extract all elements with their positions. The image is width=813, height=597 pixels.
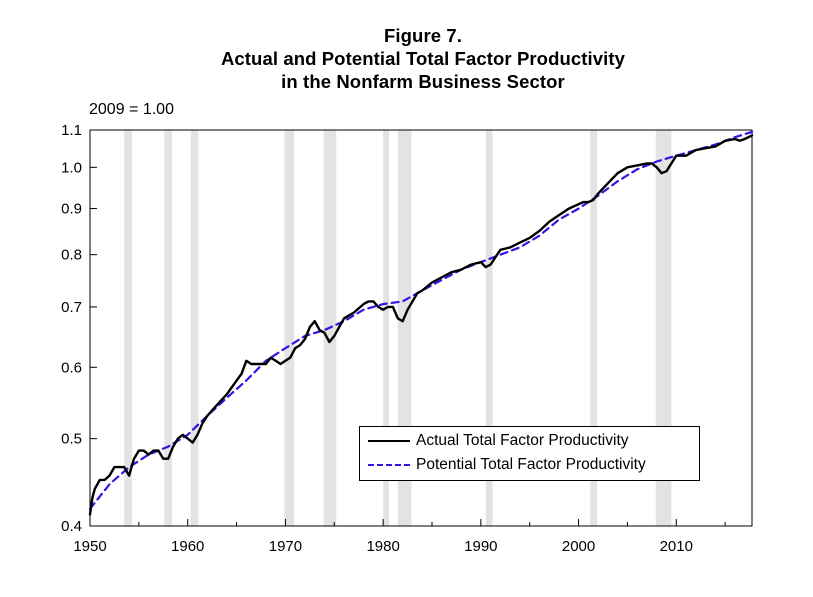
recession-band bbox=[590, 130, 598, 526]
legend-swatch-potential bbox=[368, 464, 410, 466]
y-tick-label: 0.9 bbox=[61, 201, 82, 218]
legend-swatch-actual bbox=[368, 440, 410, 442]
y-tick-label: 0.7 bbox=[61, 299, 82, 316]
recession-band bbox=[284, 130, 295, 526]
legend-label-actual: Actual Total Factor Productivity bbox=[416, 432, 629, 449]
y-tick-label: 0.5 bbox=[61, 431, 82, 448]
series-actual-line bbox=[88, 134, 754, 516]
chart-title-line-2: Actual and Potential Total Factor Produc… bbox=[220, 48, 626, 69]
plot-frame bbox=[89, 129, 753, 527]
recession-band bbox=[124, 130, 133, 526]
chart-title: Figure 7. Actual and Potential Total Fac… bbox=[0, 24, 813, 93]
y-tick-label: 0.4 bbox=[61, 518, 82, 535]
y-tick-label: 0.6 bbox=[61, 359, 82, 376]
x-tick-label: 1980 bbox=[366, 538, 399, 555]
x-tick-label: 2010 bbox=[660, 538, 693, 555]
recession-band bbox=[164, 130, 173, 526]
x-tick-label: 1960 bbox=[171, 538, 204, 555]
x-tick-label: 1950 bbox=[73, 538, 106, 555]
x-tick-label: 2000 bbox=[562, 538, 595, 555]
chart-legend: Actual Total Factor Productivity Potenti… bbox=[359, 426, 700, 481]
series-group bbox=[88, 130, 754, 516]
chart-title-line-1: Figure 7. bbox=[384, 25, 462, 46]
y-tick-label: 1.1 bbox=[61, 122, 82, 139]
series-potential-line bbox=[88, 130, 754, 510]
x-tick-label: 1990 bbox=[464, 538, 497, 555]
legend-label-potential: Potential Total Factor Productivity bbox=[416, 456, 646, 473]
unit-note: 2009 = 1.00 bbox=[89, 101, 174, 118]
axis-ticks-group: 1950 1960 1970 1980 1990 2000 2010 0.4 0.5 0.6 0.7… bbox=[61, 122, 726, 555]
recession-band bbox=[383, 130, 389, 526]
y-tick-label: 0.8 bbox=[61, 247, 82, 264]
recession-band bbox=[485, 130, 493, 526]
chart-title-line-3: in the Nonfarm Business Sector bbox=[281, 71, 565, 92]
legend-entry-actual: Actual Total Factor Productivity bbox=[368, 430, 629, 452]
recession-band bbox=[190, 130, 199, 526]
legend-entry-potential: Potential Total Factor Productivity bbox=[368, 454, 646, 476]
y-tick-label: 1.0 bbox=[61, 159, 82, 176]
x-tick-label: 1970 bbox=[269, 538, 302, 555]
